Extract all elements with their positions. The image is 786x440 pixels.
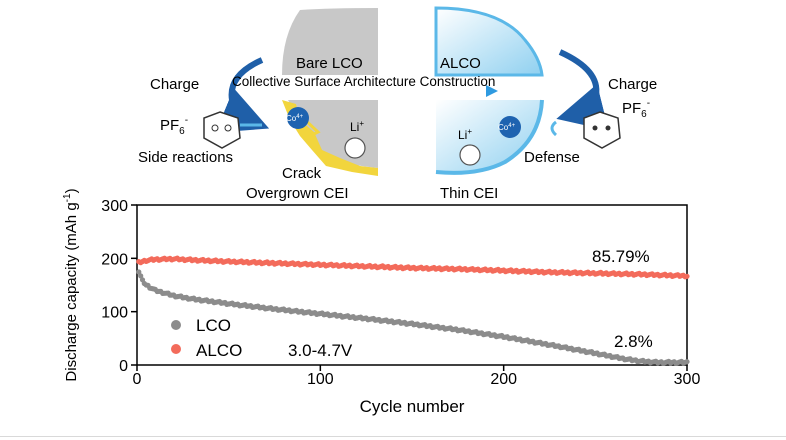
plot-frame <box>136 204 688 366</box>
legend-label-lco: LCO <box>196 316 231 335</box>
li-ion-right <box>459 144 481 166</box>
crack-label: Crack <box>282 165 322 182</box>
pf6-label-left: PF6- <box>160 115 188 137</box>
axis-ticks <box>131 204 688 371</box>
charge-label-right: Charge <box>608 76 657 93</box>
legend-condition: 3.0-4.7V <box>288 341 353 360</box>
data-point-lco <box>684 359 690 365</box>
process-arrowhead <box>486 85 498 97</box>
charge-label-left: Charge <box>150 76 199 93</box>
legend-label-alco: ALCO <box>196 341 242 360</box>
x-tick-label: 300 <box>674 371 701 388</box>
overgrown-cei-layer <box>282 100 378 176</box>
y-tick-labels: 0 100 200 300 <box>101 198 128 375</box>
overgrown-cei-label: Overgrown CEI <box>246 185 349 202</box>
legend: LCO ALCO 3.0-4.7V <box>171 316 353 360</box>
li-ion-left <box>344 137 366 159</box>
thin-cei-label: Thin CEI <box>440 185 498 202</box>
legend-marker-alco <box>171 344 181 354</box>
bare-lco-crystal-top <box>282 8 378 75</box>
series-alco <box>136 255 690 280</box>
chart: 0 100 200 300 0 100 200 300 Cycle number… <box>62 188 700 416</box>
x-tick-label: 0 <box>133 371 142 388</box>
alco-label: ALCO <box>440 55 481 72</box>
co-ion-label-right: Co4+ <box>498 123 516 132</box>
alco-retention-label: 85.79% <box>592 247 650 266</box>
data-series <box>136 255 690 366</box>
x-axis-label: Cycle number <box>360 397 465 416</box>
co-ion-left <box>287 107 309 129</box>
data-point-alco <box>684 273 690 279</box>
pf6-molecule-icon-left <box>203 111 262 149</box>
y-tick-label: 100 <box>101 305 128 322</box>
pf6-molecule-icon-right <box>550 111 621 149</box>
alco-crystal-top <box>434 6 544 77</box>
thin-cei-layer <box>435 99 544 175</box>
y-tick-label: 200 <box>101 251 128 268</box>
li-ion-label-left: Li+ <box>350 119 364 134</box>
side-reactions-label: Side reactions <box>138 149 233 166</box>
series-lco <box>136 269 690 366</box>
co-ion-label-left: Co4+ <box>286 114 304 123</box>
charge-arrow-left <box>215 57 270 133</box>
data-point-lco <box>138 273 144 279</box>
process-label: Collective Surface Architecture Construc… <box>232 74 495 89</box>
y-axis-label: Discharge capacity (mAh g-1) <box>62 188 80 381</box>
y-tick-label: 0 <box>119 358 128 375</box>
data-point-lco <box>136 269 142 275</box>
schematic: Charge Charge Bare LCO ALCO Collective S… <box>138 6 657 202</box>
lco-retention-label: 2.8% <box>614 332 653 351</box>
defense-label: Defense <box>524 149 580 166</box>
bare-lco-label: Bare LCO <box>296 55 363 72</box>
bottom-divider <box>0 436 786 437</box>
y-tick-label: 300 <box>101 198 128 215</box>
x-tick-label: 200 <box>490 371 517 388</box>
crack-icon <box>301 116 323 154</box>
charge-arrow-right <box>556 49 609 131</box>
x-tick-labels: 0 100 200 300 <box>133 371 701 388</box>
legend-marker-lco <box>171 320 181 330</box>
pf6-label-right: PF6- <box>622 98 650 120</box>
x-tick-label: 100 <box>307 371 334 388</box>
co-ion-right <box>499 116 521 138</box>
li-ion-label-right: Li+ <box>458 127 472 142</box>
